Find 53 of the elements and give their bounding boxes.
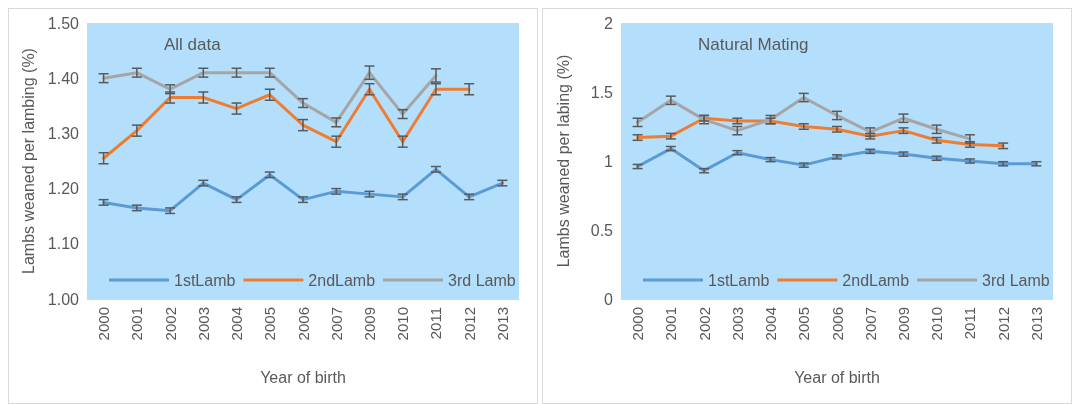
x-tick-label: 2002	[695, 307, 713, 341]
x-tick-label: 2013	[1027, 307, 1045, 341]
y-tick-label: 2	[604, 14, 614, 32]
x-tick-label: 2000	[629, 307, 647, 341]
y-tick-label: 1.00	[47, 290, 80, 308]
legend-label: 2ndLamb	[842, 271, 910, 289]
y-tick-label: 1	[604, 152, 614, 170]
x-tick-label: 2007	[327, 307, 345, 341]
x-tick-label: 2012	[460, 307, 478, 341]
x-tick-label: 2011	[961, 307, 979, 340]
line-series	[102, 87, 471, 160]
y-tick-label: 0	[604, 290, 614, 308]
x-tick-label: 2000	[95, 307, 113, 341]
line-series	[636, 96, 972, 141]
y-axis-title: Lambs weaned per labing (%)	[554, 54, 572, 268]
x-tick-label: 2009	[360, 307, 378, 341]
legend-label: 1stLamb	[708, 271, 770, 289]
line-series	[636, 147, 1038, 173]
x-tick-label: 2001	[128, 307, 146, 341]
y-tick-label: 1.20	[47, 180, 80, 198]
x-tick-label: 2010	[928, 307, 946, 341]
x-tick-label: 2004	[228, 307, 246, 341]
x-tick-label: 2007	[861, 307, 879, 341]
y-tick-label: 1.40	[47, 69, 80, 87]
legend-label: 2ndLamb	[308, 271, 376, 289]
x-tick-label: 2009	[894, 307, 912, 341]
text: Natural Mating	[698, 35, 809, 54]
text: All data	[164, 35, 222, 54]
legend-label: 3rd Lamb	[448, 271, 516, 289]
x-tick-label: 2006	[294, 307, 312, 341]
x-tick-label: 2004	[762, 307, 780, 341]
x-tick-label: 2011	[427, 307, 445, 340]
x-tick-label: 2003	[728, 307, 746, 341]
y-tick-label: 0.5	[590, 221, 614, 239]
y-axis-title: Lambs weaned per lambing (%)	[20, 48, 38, 274]
y-tick-label: 1.50	[47, 14, 80, 32]
x-tick-label: 2005	[795, 307, 813, 341]
x-tick-label: 2006	[828, 307, 846, 341]
x-tick-label: 2005	[261, 307, 279, 341]
x-tick-label: 2010	[394, 307, 412, 341]
x-tick-label: 2003	[194, 307, 212, 341]
x-tick-label: 2002	[161, 307, 179, 341]
x-tick-label: 2001	[662, 307, 680, 341]
y-tick-label: 1.5	[590, 83, 614, 101]
line-series	[102, 71, 438, 124]
legend-label: 1stLamb	[174, 271, 236, 289]
y-tick-label: 1.10	[47, 235, 80, 253]
legend-label: 3rd Lamb	[982, 271, 1050, 289]
x-axis-title: Year of birth	[794, 368, 880, 386]
y-tick-label: 1.30	[47, 124, 80, 142]
x-axis-title: Year of birth	[260, 368, 346, 386]
x-tick-label: 2012	[994, 307, 1012, 341]
x-tick-label: 2013	[493, 307, 511, 341]
